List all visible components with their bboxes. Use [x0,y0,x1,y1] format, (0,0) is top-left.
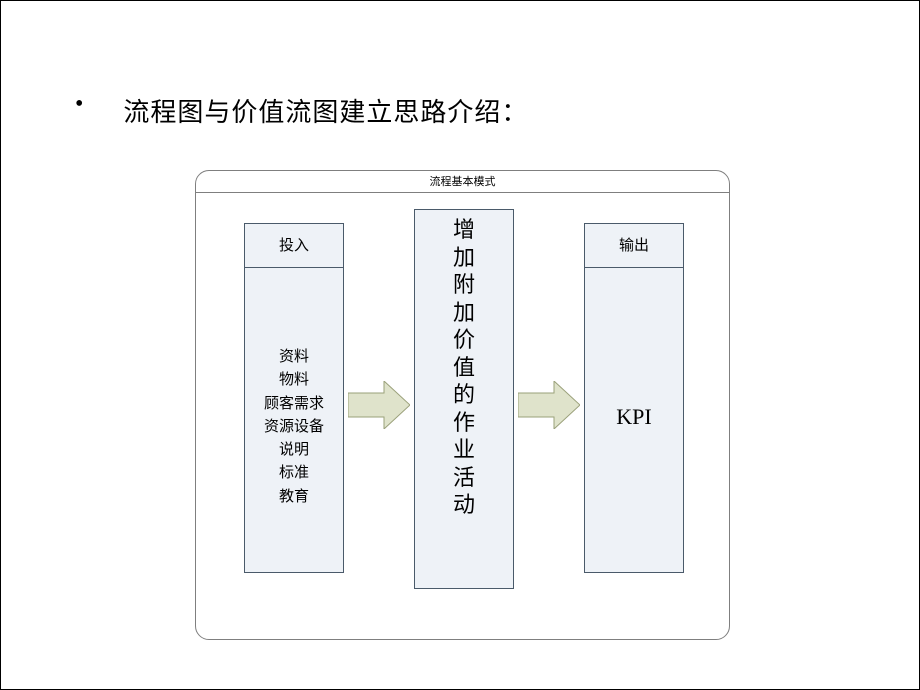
bullet-point: • [75,92,83,116]
diagram-frame: 流程基本模式 投入 资料 物料 顾客需求 资源设备 说明 标准 教育 增加附加价… [195,170,730,640]
input-item: 物料 [245,369,343,392]
arrow-right-icon [348,381,410,429]
node-process-text: 增加附加价值的作业活动 [415,216,513,519]
node-output-text: KPI [585,404,683,430]
diagram-body: 投入 资料 物料 顾客需求 资源设备 说明 标准 教育 增加附加价值的作业活动 [196,193,729,639]
node-input: 投入 资料 物料 顾客需求 资源设备 说明 标准 教育 [244,223,344,573]
input-item: 资料 [245,346,343,369]
node-input-header: 投入 [245,224,343,268]
node-input-items: 资料 物料 顾客需求 资源设备 说明 标准 教育 [245,346,343,509]
process-char: 作 [415,409,513,437]
node-output-header: 输出 [585,224,683,268]
process-char: 动 [415,491,513,519]
input-item: 顾客需求 [245,393,343,416]
process-char: 加 [415,244,513,272]
process-char: 加 [415,299,513,327]
input-item: 资源设备 [245,416,343,439]
arrow-input-to-process [348,381,410,429]
process-char: 价 [415,326,513,354]
input-item: 标准 [245,462,343,485]
node-process: 增加附加价值的作业活动 [414,209,514,589]
arrow-right-icon [518,381,580,429]
diagram-frame-title: 流程基本模式 [196,171,729,193]
node-output: 输出 KPI [584,223,684,573]
process-char: 增 [415,216,513,244]
input-item: 说明 [245,439,343,462]
arrow-process-to-output [518,381,580,429]
process-char: 活 [415,464,513,492]
slide-title: 流程图与价值流图建立思路介绍： [123,92,528,129]
process-char: 值 [415,354,513,382]
process-char: 的 [415,381,513,409]
input-item: 教育 [245,486,343,509]
process-char: 业 [415,436,513,464]
process-char: 附 [415,271,513,299]
slide-title-row: • 流程图与价值流图建立思路介绍： [75,92,528,129]
